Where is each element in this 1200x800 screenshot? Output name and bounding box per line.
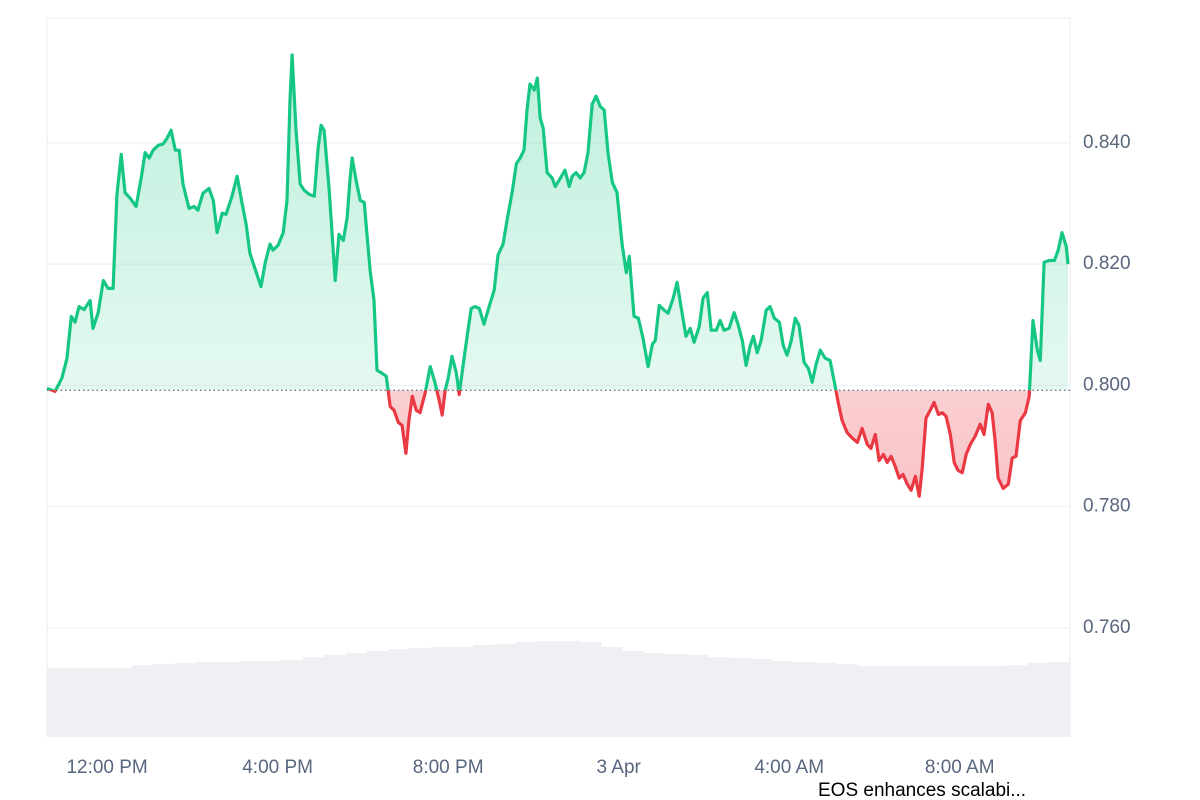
x-tick-label: 8:00 AM [925, 757, 995, 778]
news-annotation: EOS enhances scalabi... [818, 780, 1026, 800]
volume-bar [707, 657, 730, 737]
volume-bar [878, 666, 900, 737]
x-tick-label: 4:00 PM [242, 757, 313, 778]
volume-bar [366, 651, 389, 737]
volume-bar [260, 661, 282, 737]
volume-bar [601, 647, 623, 737]
volume-bar [665, 654, 687, 737]
volume-bar [963, 666, 986, 737]
volume-bar [686, 655, 708, 737]
price-line-up [46, 53, 1070, 391]
volume-bar [324, 655, 346, 737]
volume-bar [238, 661, 261, 737]
volume-bar [643, 653, 666, 737]
volume-bar [196, 662, 218, 737]
volume-bar [622, 651, 645, 737]
volume-bar [217, 662, 240, 737]
volume-bar [302, 657, 325, 737]
y-tick-label: 0.820 [1083, 253, 1131, 274]
y-tick-label: 0.780 [1083, 496, 1131, 517]
volume-bar [89, 668, 112, 737]
y-tick-label: 0.760 [1083, 617, 1131, 638]
volume-bar [984, 666, 1007, 737]
volume-bar [451, 647, 474, 737]
volume-bar [1048, 662, 1071, 737]
volume-bar [814, 663, 836, 737]
volume-bar [281, 660, 304, 737]
volume-bar [494, 644, 517, 737]
x-tick-label: 4:00 AM [754, 757, 824, 778]
volume-bar [899, 666, 922, 737]
volume-bar [473, 645, 495, 737]
volume-bar [558, 641, 581, 737]
volume-bar [856, 666, 879, 737]
x-tick-label: 3 Apr [596, 757, 641, 778]
area-above [47, 55, 1068, 391]
volume-bar [537, 641, 559, 737]
x-tick-label: 12:00 PM [66, 757, 147, 778]
volume-bar [835, 664, 858, 737]
volume-bar [110, 668, 133, 737]
volume-bar [153, 664, 176, 737]
volume-bar [515, 642, 538, 737]
volume-bar [1006, 665, 1028, 737]
y-tick-label: 0.800 [1083, 374, 1131, 395]
volume-bar [1027, 663, 1049, 737]
volume-bar [942, 666, 964, 737]
price-line-down [47, 390, 1032, 498]
volume-bar [47, 668, 69, 737]
volume-bar [750, 659, 772, 737]
volume-bar [345, 653, 367, 737]
volume-bar [388, 649, 410, 737]
volume-bar [409, 648, 431, 737]
volume-bar [729, 658, 751, 737]
volume-bar [132, 665, 154, 737]
volume-bar [792, 662, 815, 737]
volume-bar [174, 663, 197, 737]
volume-bar [920, 666, 943, 737]
y-tick-label: 0.840 [1083, 132, 1131, 153]
x-tick-label: 8:00 PM [413, 757, 484, 778]
volume-bar [430, 647, 453, 737]
area-below [51, 390, 1030, 497]
volume-bar [579, 642, 602, 737]
volume-bar [771, 661, 794, 737]
volume-bar [68, 668, 90, 737]
